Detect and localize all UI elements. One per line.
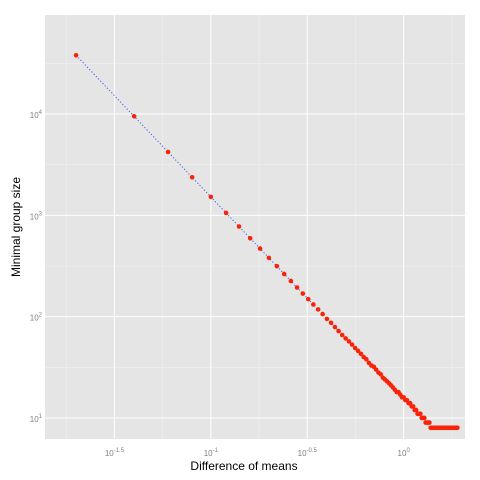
data-point [355, 348, 361, 354]
data-point [288, 278, 294, 284]
data-point [300, 291, 306, 296]
data-point [364, 356, 369, 362]
data-point [328, 320, 334, 326]
data-point [320, 311, 325, 317]
data-point [247, 235, 253, 241]
x-tick-label: 10-1 [204, 448, 219, 458]
y-axis-title: Minimal group size [9, 177, 23, 277]
data-point [455, 425, 460, 431]
y-tick-label: 103 [30, 211, 43, 221]
data-points [73, 53, 460, 431]
data-point [427, 420, 432, 425]
data-point [324, 316, 330, 322]
data-point [266, 255, 272, 261]
data-point [73, 53, 79, 58]
data-point [223, 210, 229, 216]
grid [45, 15, 465, 439]
y-tick-label: 102 [30, 313, 43, 323]
data-point [305, 296, 311, 302]
x-tick-label: 100 [398, 448, 411, 458]
data-point [257, 246, 263, 251]
x-tick-label: 10-0.5 [298, 448, 318, 458]
data-point [349, 342, 355, 347]
data-point [336, 328, 341, 334]
data-point [311, 302, 316, 307]
data-point [339, 332, 345, 338]
data-point [131, 114, 137, 119]
data-point [352, 345, 358, 351]
data-point [418, 411, 423, 417]
data-point [189, 175, 195, 180]
data-point [274, 263, 280, 269]
data-point [343, 336, 348, 341]
data-point [165, 149, 171, 155]
y-tick-label: 104 [30, 110, 43, 120]
data-point [281, 271, 287, 277]
data-point [410, 404, 416, 409]
x-tick-labels: 10-1.5 10-1 10-0.5 100 [105, 448, 411, 458]
data-point [236, 224, 242, 229]
data-point [332, 324, 338, 330]
plot-panel [45, 15, 465, 439]
data-point [315, 307, 321, 312]
data-point [294, 285, 300, 290]
y-tick-label: 101 [30, 414, 43, 424]
data-point [378, 371, 383, 377]
x-axis-title: Difference of means [190, 459, 297, 473]
data-point [208, 194, 214, 200]
data-point [413, 407, 419, 413]
x-tick-label: 10-1.5 [105, 448, 125, 458]
data-point [346, 339, 352, 344]
y-tick-labels: 101 102 103 104 [30, 110, 43, 424]
data-point [358, 351, 364, 357]
data-point [422, 415, 427, 421]
